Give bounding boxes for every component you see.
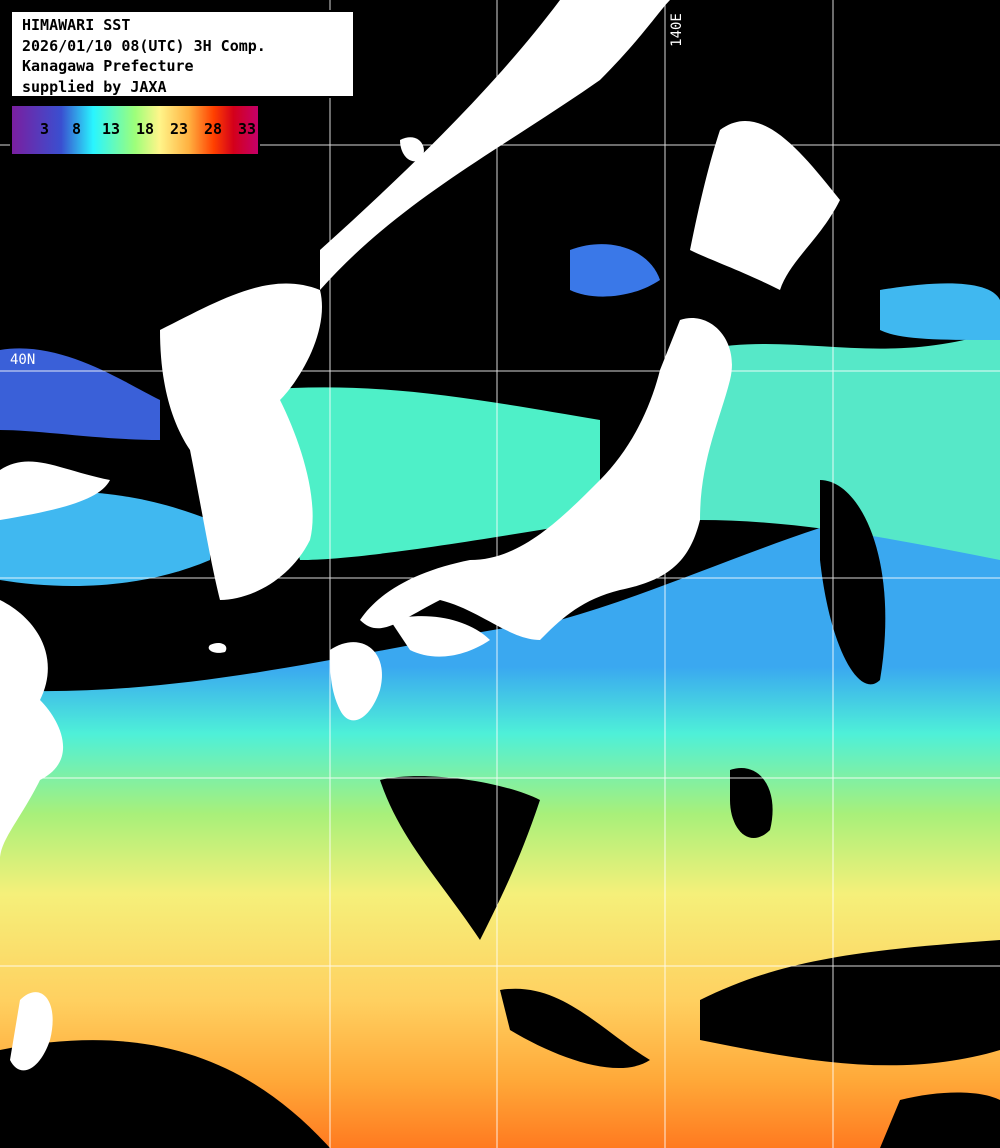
color-scale-legend: 3 8 13 18 23 28 33 (10, 104, 260, 156)
map-region: Kanagawa Prefecture (22, 57, 194, 75)
legend-tick: 13 (102, 120, 121, 138)
lat-label-30n: 30N (18, 758, 44, 774)
legend-tick: 18 (136, 120, 155, 138)
legend-tick: 23 (170, 120, 189, 138)
map-credit: supplied by JAXA (22, 77, 167, 96)
lon-label-140e: 140E (668, 13, 685, 47)
map-title: HIMAWARI SST (22, 16, 131, 34)
legend-tick: 28 (204, 120, 223, 138)
map-datetime: 2026/01/10 08(UTC) 3H Comp. (22, 36, 266, 55)
legend-tick: 8 (72, 120, 82, 138)
lat-label-40n: 40N (10, 352, 36, 368)
legend-tick: 3 (40, 120, 50, 138)
title-box: HIMAWARI SST 2026/01/10 08(UTC) 3H Comp.… (10, 10, 355, 98)
legend-tick: 33 (238, 120, 257, 138)
land (0, 0, 840, 1071)
